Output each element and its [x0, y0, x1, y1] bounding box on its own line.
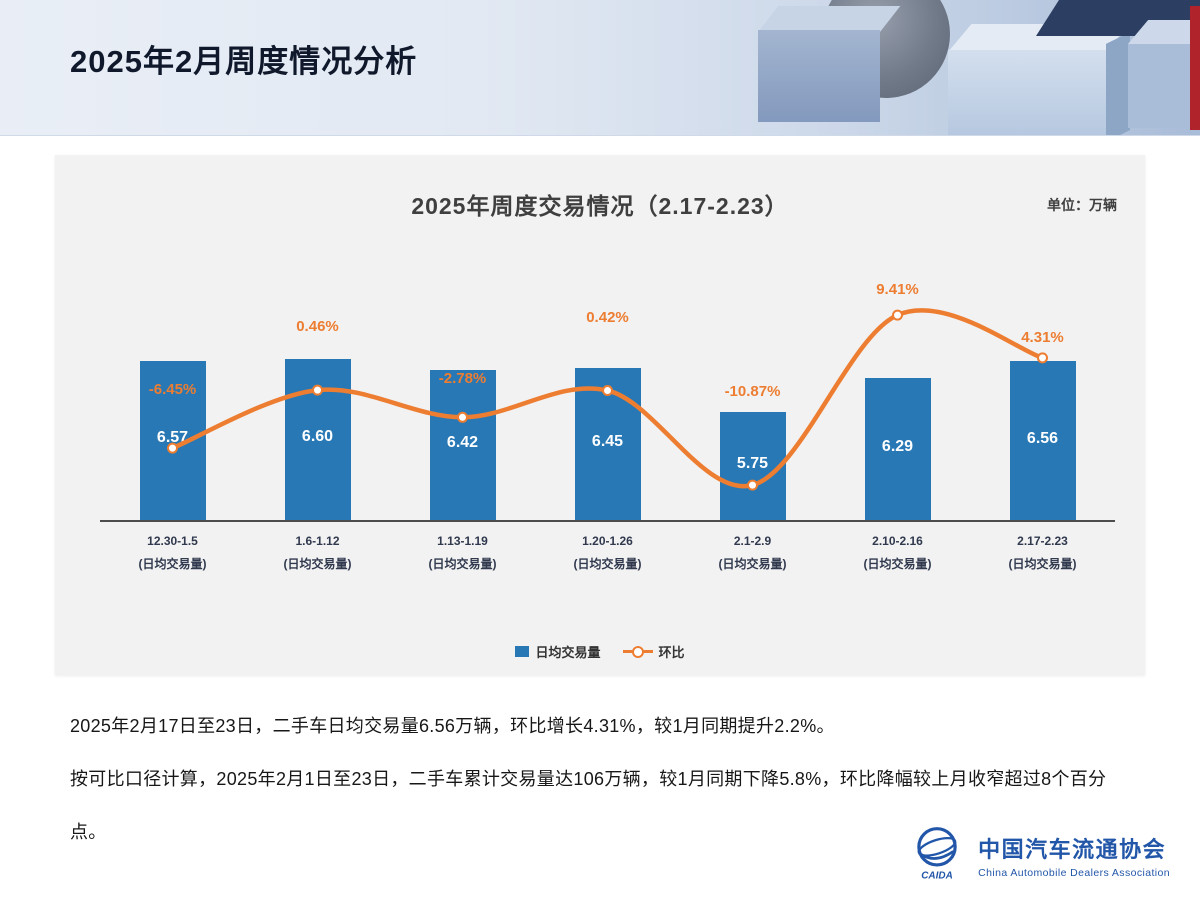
red-accent-bar [1190, 6, 1200, 130]
org-logo: CAIDA 中国汽车流通协会 China Automobile Dealers … [908, 824, 1170, 886]
x-axis-label: 2.10-2.16 [872, 534, 923, 548]
plot-area: 6.57 -6.45% 12.30-1.5 (日均交易量) 6.60 0.46% 1.6-1… [100, 230, 1115, 590]
deco-cube-face [948, 50, 1106, 135]
bar-value-label: 6.57 [156, 429, 189, 447]
x-axis-label: 1.20-1.26 [582, 534, 633, 548]
summary-text: 2025年2月17日至23日，二手车日均交易量6.56万辆，环比增长4.31%，… [70, 700, 1120, 859]
caida-logo-text: CAIDA [921, 871, 953, 882]
org-name-en: China Automobile Dealers Association [978, 866, 1170, 879]
org-text-block: 中国汽车流通协会 China Automobile Dealers Associ… [978, 832, 1170, 879]
caida-logo-icon: CAIDA [917, 827, 957, 882]
x-axis-label: 1.6-1.12 [295, 534, 340, 548]
x-axis-sublabel: (日均交易量) [863, 557, 932, 571]
deco-cube-top [758, 6, 901, 32]
chart-title: 2025年周度交易情况（2.17-2.23） [411, 193, 789, 219]
legend-line-swatch [622, 645, 653, 658]
legend-item-volume: 日均交易量 [515, 642, 601, 661]
chart-panel: 2025年周度交易情况（2.17-2.23） 单位：万辆 6.57 -6.45% 1… [55, 155, 1145, 675]
x-axis-sublabel: (日均交易量) [718, 557, 787, 571]
bar-value-label: 6.42 [446, 434, 479, 451]
x-axis-label: 12.30-1.5 [147, 534, 198, 548]
pct-change-label: 9.41% [876, 281, 919, 299]
legend-item-mom-change: 环比 [622, 642, 685, 661]
pct-change-label: -2.78% [438, 370, 487, 388]
bar-value-label: 5.75 [736, 454, 769, 472]
legend-label-mom-change: 环比 [658, 645, 685, 660]
slide-title: 2025年2月周度情况分析 [70, 44, 418, 79]
chart-legend: 日均交易量 环比 [55, 642, 1145, 661]
x-axis-label: 2.17-2.23 [1017, 534, 1068, 548]
pct-change-label: -6.45% [148, 381, 197, 399]
legend-label-volume: 日均交易量 [535, 645, 601, 660]
bar-value-label: 6.45 [591, 433, 624, 451]
legend-bar-swatch [515, 646, 530, 657]
x-axis-sublabel: (日均交易量) [1008, 557, 1077, 571]
unit-label: 单位：万辆 [1047, 197, 1117, 213]
deco-cube-face [758, 30, 880, 122]
bar-value-label: 6.60 [301, 428, 334, 446]
x-axis-label: 2.1-2.9 [733, 534, 772, 548]
org-name-cn: 中国汽车流通协会 [978, 836, 1167, 862]
x-axis-line [100, 520, 1115, 522]
header-band: 2025年2月周度情况分析 [0, 0, 1200, 136]
pct-change-label: 0.42% [586, 308, 629, 326]
pct-change-label: -10.87% [724, 383, 781, 401]
x-axis-sublabel: (日均交易量) [138, 557, 207, 571]
x-axis-label: 1.13-1.19 [437, 534, 488, 548]
bar-value-label: 6.29 [881, 438, 914, 455]
legend-line-dot [631, 645, 644, 658]
deco-cube-face [1128, 44, 1200, 128]
bar-value-label: 6.56 [1026, 429, 1059, 447]
pct-change-label: 4.31% [1021, 328, 1064, 346]
x-axis-sublabel: (日均交易量) [428, 557, 497, 571]
pct-change-label: 0.46% [296, 318, 339, 336]
summary-paragraph-1: 2025年2月17日至23日，二手车日均交易量6.56万辆，环比增长4.31%，… [70, 716, 835, 736]
x-axis-sublabel: (日均交易量) [573, 557, 642, 571]
deco-cube-side [1106, 32, 1130, 135]
summary-paragraph-2: 按可比口径计算，2025年2月1日至23日，二手车累计交易量达106万辆，较1月… [70, 769, 1107, 842]
x-axis-sublabel: (日均交易量) [283, 557, 352, 571]
trend-marker [892, 309, 903, 321]
